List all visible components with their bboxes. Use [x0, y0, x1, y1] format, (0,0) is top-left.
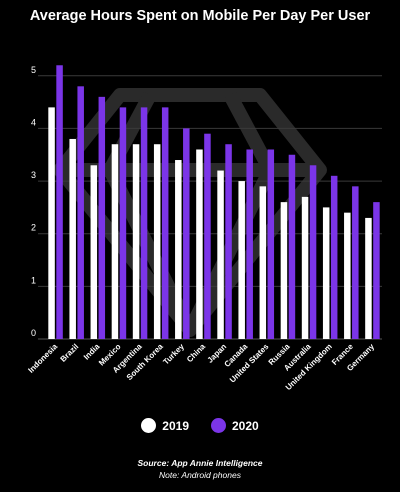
y-tick-label: 5 [31, 65, 36, 75]
x-tick-label: Indonesia [26, 342, 59, 375]
y-tick-label: 0 [31, 328, 36, 338]
bar-2019-germany [365, 217, 372, 339]
bar-2019-united-kingdom [322, 207, 330, 339]
bar-2019-indonesia [48, 107, 55, 340]
bar-2019-russia [280, 202, 288, 339]
legend-swatch-2020 [211, 418, 226, 433]
chart-title: Average Hours Spent on Mobile Per Day Pe… [29, 8, 371, 24]
note-text: Note: Android phones [159, 470, 241, 480]
legend-item-2019: 2019 [141, 418, 189, 433]
bar-2020-india [98, 96, 106, 339]
bar-2019-australia [301, 196, 309, 339]
legend-item-2020: 2020 [211, 418, 259, 433]
bar-2019-south-korea [153, 144, 161, 339]
y-tick-label: 1 [31, 275, 36, 285]
bar-2020-indonesia [56, 65, 63, 339]
bar-2019-japan [217, 170, 224, 339]
bar-2019-france [344, 212, 351, 339]
bar-2019-mexico [111, 144, 119, 339]
bar-2020-united-kingdom [330, 175, 338, 339]
bar-2020-canada [246, 149, 253, 339]
bar-2020-turkey [183, 128, 190, 339]
bar-2019-united-states [259, 186, 267, 339]
bar-2020-china [204, 133, 211, 339]
source-text: Source: App Annie Intelligence [137, 458, 263, 468]
bar-2020-argentina [140, 107, 148, 340]
bar-2020-south-korea [161, 107, 169, 340]
bar-2020-japan [225, 144, 232, 339]
bar-2019-china [196, 149, 203, 339]
x-tick-label: Turkey [161, 342, 186, 367]
x-tick-label: Brazil [59, 342, 81, 364]
legend-label-2019: 2019 [162, 418, 189, 433]
legend-label-2020: 2020 [232, 418, 259, 433]
x-tick-label: China [185, 342, 207, 364]
bar-2020-australia [309, 165, 317, 339]
bar-2020-germany [373, 202, 380, 339]
bar-2020-united-states [267, 149, 275, 339]
y-tick-label: 4 [31, 117, 36, 127]
bar-2019-india [90, 165, 98, 339]
bar-2020-mexico [119, 107, 127, 340]
legend: 2019 2020 [0, 418, 400, 433]
bar-2019-argentina [132, 144, 140, 339]
bar-2020-russia [288, 154, 296, 339]
bar-2019-turkey [175, 160, 182, 339]
bar-2019-canada [238, 181, 245, 339]
y-tick-label: 2 [31, 223, 36, 233]
bar-2019-brazil [69, 138, 76, 339]
legend-swatch-2019 [141, 418, 157, 433]
bar-2020-france [352, 186, 359, 339]
y-tick-label: 3 [31, 170, 36, 180]
bar-2020-brazil [77, 86, 84, 339]
